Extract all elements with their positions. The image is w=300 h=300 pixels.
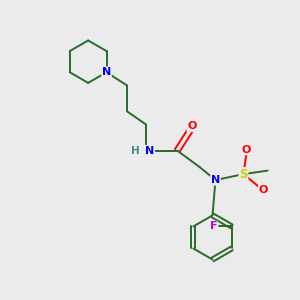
Text: O: O [187,122,196,131]
Text: N: N [211,175,220,185]
Text: O: O [259,185,268,195]
Text: N: N [102,67,111,77]
Text: N: N [145,146,154,156]
Text: O: O [242,145,251,155]
Text: S: S [239,168,248,181]
Text: H: H [131,146,140,156]
Text: F: F [210,221,217,231]
